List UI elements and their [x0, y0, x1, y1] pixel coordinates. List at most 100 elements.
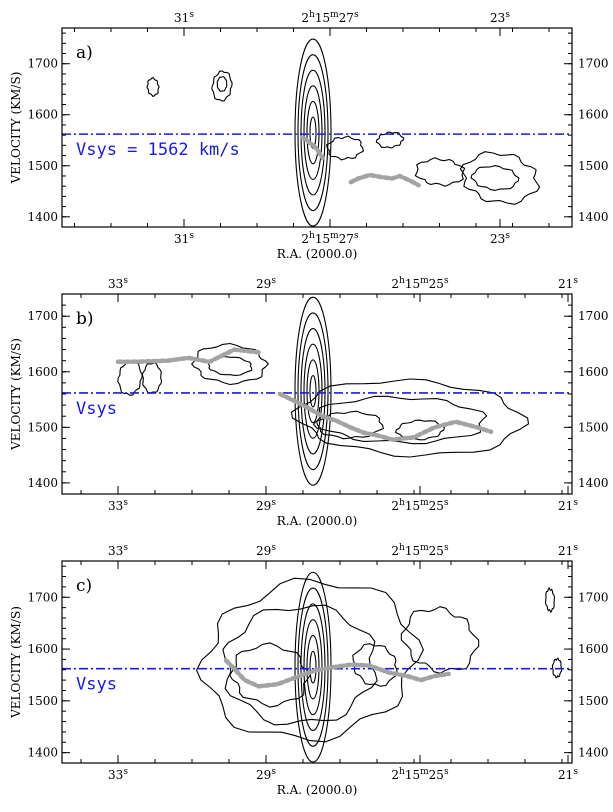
y-tick-label: 1600	[27, 365, 58, 379]
y-tick-label: 1400	[27, 746, 58, 760]
contour-ring	[309, 375, 317, 408]
systemic-velocity-label: Vsys = 1562 km/s	[76, 140, 240, 160]
x-tick-label-top: 33s​	[108, 276, 128, 291]
x-axis-label: R.A. (2000.0)	[277, 247, 358, 261]
x-tick-label: 31s​	[174, 231, 194, 246]
y-axis-label: VELOCITY (KM/S)	[9, 338, 23, 451]
panel-label: b)	[76, 309, 94, 329]
x-axis-label: R.A. (2000.0)	[277, 514, 358, 528]
contour-ring	[294, 296, 332, 486]
contour-ring	[309, 650, 317, 684]
y-tick-label-right: 1400	[578, 476, 609, 490]
contour	[117, 360, 143, 396]
ridge-series-2	[277, 391, 494, 442]
y-tick-label: 1700	[27, 590, 58, 604]
ridge-series-1	[223, 658, 451, 689]
contour-ring	[306, 634, 320, 700]
x-tick-label-top: 21s​	[558, 276, 578, 291]
x-tick-label-top: 2h​15m​25s​	[391, 543, 449, 558]
contour	[375, 131, 405, 149]
y-axis-label: VELOCITY (KM/S)	[9, 72, 23, 185]
y-tick-label: 1700	[27, 57, 58, 71]
contour-ring	[303, 85, 323, 180]
y-tick-label: 1400	[27, 210, 58, 224]
y-tick-label: 1500	[27, 420, 58, 434]
contour	[229, 642, 311, 708]
x-tick-label: 2h​15m​27s​	[301, 231, 359, 246]
contour	[207, 356, 253, 376]
x-axis-label: R.A. (2000.0)	[277, 783, 358, 797]
contour	[400, 606, 480, 674]
y-tick-label-right: 1700	[578, 309, 609, 323]
x-tick-label: 23s​	[490, 231, 510, 246]
y-tick-label-right: 1700	[578, 57, 609, 71]
x-tick-label: 21s​	[558, 767, 578, 782]
x-tick-label-top: 33s​	[108, 543, 128, 558]
contour-ring	[300, 328, 326, 455]
contour	[290, 378, 530, 458]
contour	[146, 76, 160, 98]
contour	[211, 70, 233, 102]
x-tick-label: 33s​	[108, 498, 128, 513]
ridge-series-2	[348, 172, 421, 188]
systemic-velocity-label: Vsys	[76, 399, 117, 419]
contour	[395, 419, 445, 441]
y-tick-label-right: 1500	[578, 694, 609, 708]
contour	[316, 410, 384, 440]
panel-label: c)	[76, 576, 92, 596]
x-tick-label: 29s​	[256, 498, 276, 513]
plot-frame	[61, 27, 573, 228]
chart-panel-3: Vsys 1400 1400 1500 1500 1600 1600 1700 1700 33s​…	[9, 543, 609, 797]
x-tick-label-top: 2h​15m​25s​	[391, 276, 449, 291]
x-tick-label-top: 29s​	[256, 543, 276, 558]
x-tick-label-top: 23s​	[490, 10, 510, 25]
contour-group	[146, 38, 541, 227]
y-tick-label: 1500	[27, 159, 58, 173]
chart-panel-2: Vsys 1400 1400 1500 1500 1600 1600 1700 1700 33s​…	[9, 276, 609, 528]
contour-ring	[306, 100, 320, 165]
contour	[191, 342, 269, 386]
y-tick-label-right: 1400	[578, 746, 609, 760]
y-tick-label: 1600	[27, 642, 58, 656]
ridge-series-1	[299, 135, 325, 161]
x-tick-label-top: 29s​	[256, 276, 276, 291]
contour	[216, 76, 228, 92]
x-tick-label: 29s​	[256, 767, 276, 782]
contour-ring	[297, 312, 329, 471]
y-tick-label-right: 1600	[578, 642, 609, 656]
x-tick-label-top: 21s​	[558, 543, 578, 558]
contour	[326, 135, 364, 161]
y-tick-label: 1600	[27, 108, 58, 122]
contour-ring	[306, 359, 320, 424]
contour	[141, 362, 163, 394]
y-tick-label: 1700	[27, 309, 58, 323]
x-tick-label: 21s​	[558, 498, 578, 513]
y-tick-label-right: 1500	[578, 420, 609, 434]
contour-ring	[294, 38, 332, 227]
contour	[459, 151, 541, 205]
plot-frame	[61, 560, 573, 764]
systemic-velocity-label: Vsys	[76, 675, 117, 695]
y-tick-label: 1500	[27, 694, 58, 708]
contour	[544, 587, 556, 613]
y-axis-label: VELOCITY (KM/S)	[9, 606, 23, 719]
x-tick-label: 33s​	[108, 767, 128, 782]
y-tick-label: 1400	[27, 476, 58, 490]
chart-panel-1: Vsys = 1562 km/s 1400 1400 1500 1500 1600 1600…	[9, 10, 609, 261]
ridge-series-1	[115, 347, 262, 365]
panel-label: a)	[76, 43, 93, 63]
y-tick-label-right: 1500	[578, 159, 609, 173]
y-tick-label-right: 1700	[578, 590, 609, 604]
y-tick-label-right: 1400	[578, 210, 609, 224]
contour-ring	[297, 54, 329, 212]
contour	[470, 165, 520, 191]
contour	[196, 577, 424, 743]
x-tick-label-top: 2h​15m​27s​	[301, 10, 359, 25]
contour-group	[117, 296, 530, 486]
x-tick-label: 2h​15m​25s​	[391, 498, 449, 513]
contour-ring	[300, 69, 326, 196]
x-tick-label-top: 31s​	[174, 10, 194, 25]
contour-ring	[303, 343, 323, 439]
y-tick-label-right: 1600	[578, 365, 609, 379]
